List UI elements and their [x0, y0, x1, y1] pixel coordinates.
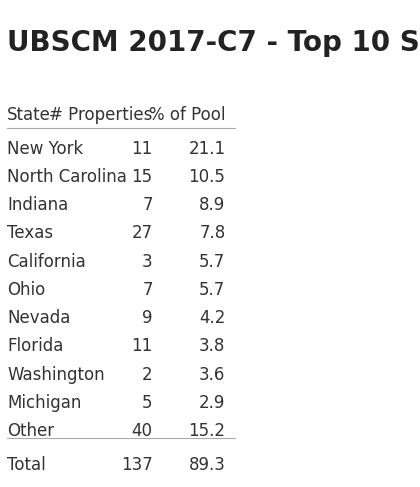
Text: 2: 2	[142, 366, 153, 383]
Text: Washington: Washington	[7, 366, 105, 383]
Text: 11: 11	[131, 337, 153, 355]
Text: 3: 3	[142, 253, 153, 270]
Text: 89.3: 89.3	[189, 456, 226, 474]
Text: 10.5: 10.5	[189, 168, 226, 186]
Text: 5.7: 5.7	[199, 253, 226, 270]
Text: 15: 15	[131, 168, 153, 186]
Text: State: State	[7, 106, 51, 124]
Text: Total: Total	[7, 456, 46, 474]
Text: North Carolina: North Carolina	[7, 168, 127, 186]
Text: 40: 40	[132, 422, 153, 440]
Text: 2.9: 2.9	[199, 394, 226, 412]
Text: # Properties: # Properties	[49, 106, 153, 124]
Text: 4.2: 4.2	[199, 309, 226, 327]
Text: 8.9: 8.9	[199, 196, 226, 214]
Text: 5.7: 5.7	[199, 281, 226, 299]
Text: 9: 9	[142, 309, 153, 327]
Text: Michigan: Michigan	[7, 394, 81, 412]
Text: Nevada: Nevada	[7, 309, 71, 327]
Text: California: California	[7, 253, 86, 270]
Text: UBSCM 2017-C7 - Top 10 States: UBSCM 2017-C7 - Top 10 States	[7, 29, 420, 57]
Text: 3.6: 3.6	[199, 366, 226, 383]
Text: 7: 7	[142, 281, 153, 299]
Text: 15.2: 15.2	[189, 422, 226, 440]
Text: 11: 11	[131, 140, 153, 157]
Text: 21.1: 21.1	[188, 140, 226, 157]
Text: % of Pool: % of Pool	[149, 106, 226, 124]
Text: Indiana: Indiana	[7, 196, 68, 214]
Text: 5: 5	[142, 394, 153, 412]
Text: 7.8: 7.8	[199, 225, 226, 242]
Text: 3.8: 3.8	[199, 337, 226, 355]
Text: Florida: Florida	[7, 337, 64, 355]
Text: Texas: Texas	[7, 225, 53, 242]
Text: New York: New York	[7, 140, 84, 157]
Text: Ohio: Ohio	[7, 281, 45, 299]
Text: Other: Other	[7, 422, 55, 440]
Text: 27: 27	[131, 225, 153, 242]
Text: 7: 7	[142, 196, 153, 214]
Text: 137: 137	[121, 456, 153, 474]
